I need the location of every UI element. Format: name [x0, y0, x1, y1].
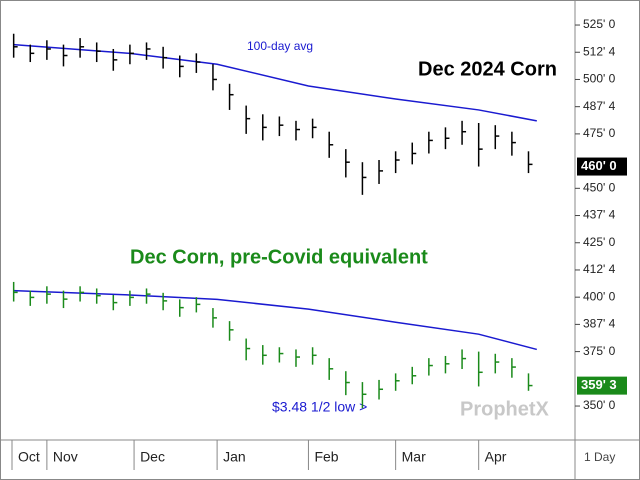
y-tick-label: 375' 0 — [583, 344, 616, 358]
x-tick-label: Dec — [140, 449, 165, 465]
y-tick-label: 350' 0 — [583, 398, 616, 412]
y-tick-label: 525' 0 — [583, 17, 616, 31]
y-tick-label: 487' 4 — [583, 99, 616, 113]
x-tick-label: Oct — [18, 449, 40, 465]
y-tick-label: 387' 4 — [583, 317, 616, 331]
chart-subtitle: Dec Corn, pre-Covid equivalent — [130, 246, 428, 268]
y-tick-label: 437' 4 — [583, 208, 616, 222]
y-tick-label: 412' 4 — [583, 262, 616, 276]
chart-title: Dec 2024 Corn — [418, 58, 557, 80]
last-price-label: 359' 3 — [581, 377, 617, 392]
y-tick-label: 425' 0 — [583, 235, 616, 249]
interval-label: 1 Day — [584, 450, 615, 464]
last-price-box — [577, 157, 627, 176]
x-tick-label: Nov — [53, 449, 78, 465]
x-tick-label: Jan — [223, 449, 246, 465]
y-tick-label: 450' 0 — [583, 180, 616, 194]
y-tick-label: 512' 4 — [583, 44, 616, 58]
y-tick-label: 500' 0 — [583, 72, 616, 86]
x-tick-label: Apr — [485, 449, 507, 465]
y-tick-label: 400' 0 — [583, 289, 616, 303]
y-tick-label: 475' 0 — [583, 126, 616, 140]
last-price-box — [577, 376, 627, 395]
annotation: 100-day avg — [247, 39, 313, 53]
watermark: ProphetX — [460, 398, 550, 420]
x-tick-label: Feb — [314, 449, 338, 465]
annotation: $3.48 1/2 low > — [272, 399, 367, 415]
last-price-label: 460' 0 — [581, 158, 617, 173]
x-tick-label: Mar — [402, 449, 426, 465]
